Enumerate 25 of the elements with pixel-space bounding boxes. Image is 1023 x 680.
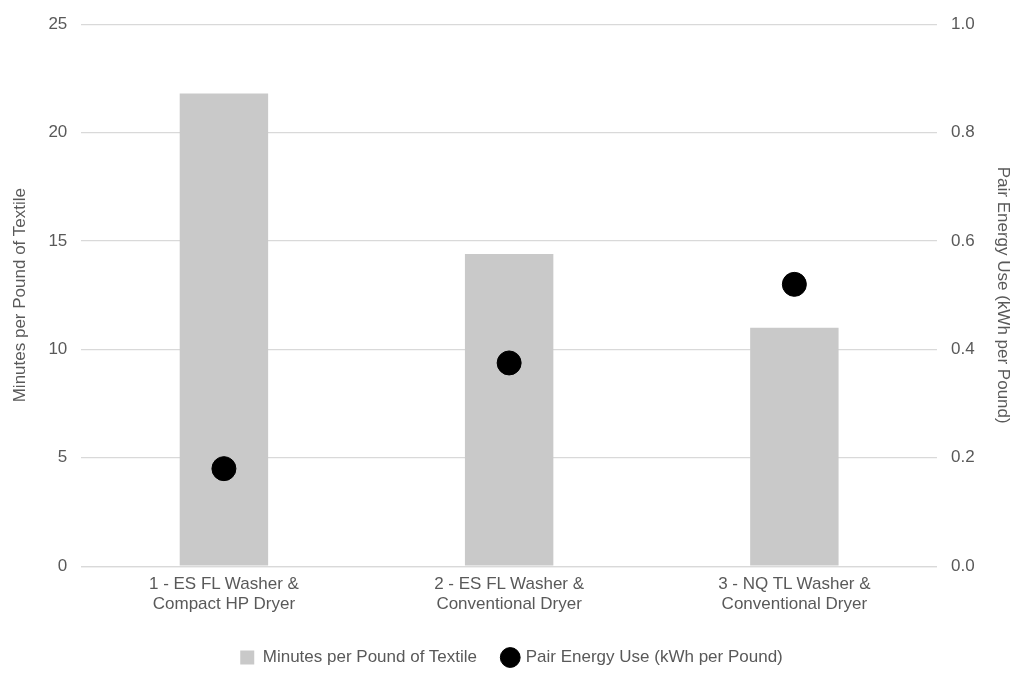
y2-tick-label: 0.6: [950, 230, 975, 250]
y2-axis-title: Pair Energy Use (kWh per Pound): [994, 166, 1014, 424]
point: [781, 271, 807, 297]
point: [211, 456, 237, 482]
y-tick-label: 0: [57, 555, 68, 575]
y-tick-label: 10: [48, 339, 68, 359]
y2-tick-label: 1.0: [950, 13, 975, 33]
legend-label: Pair Energy Use (kWh per Pound): [525, 647, 783, 667]
x-tick-label: 3 - NQ TL Washer & Conventional Dryer: [718, 574, 872, 614]
y-tick-label: 5: [57, 447, 68, 467]
bar: [750, 327, 839, 566]
x-tick-label: 2 - ES FL Washer & Conventional Dryer: [434, 574, 585, 614]
y-tick-label: 20: [48, 122, 68, 142]
y-axis-title: Minutes per Pound of Textile: [9, 188, 29, 403]
y2-tick-label: 0.2: [950, 447, 975, 467]
x-tick-label: 1 - ES FL Washer & Compact HP Dryer: [148, 574, 300, 614]
y2-tick-label: 0.4: [950, 339, 975, 359]
y2-tick-label: 0.0: [950, 555, 975, 575]
y-tick-label: 25: [48, 13, 68, 33]
legend-label: Minutes per Pound of Textile: [262, 647, 477, 667]
bar: [179, 93, 269, 566]
point: [496, 350, 522, 376]
y2-tick-label: 0.8: [950, 122, 975, 142]
y-tick-label: 15: [48, 230, 68, 250]
bar: [464, 254, 554, 566]
